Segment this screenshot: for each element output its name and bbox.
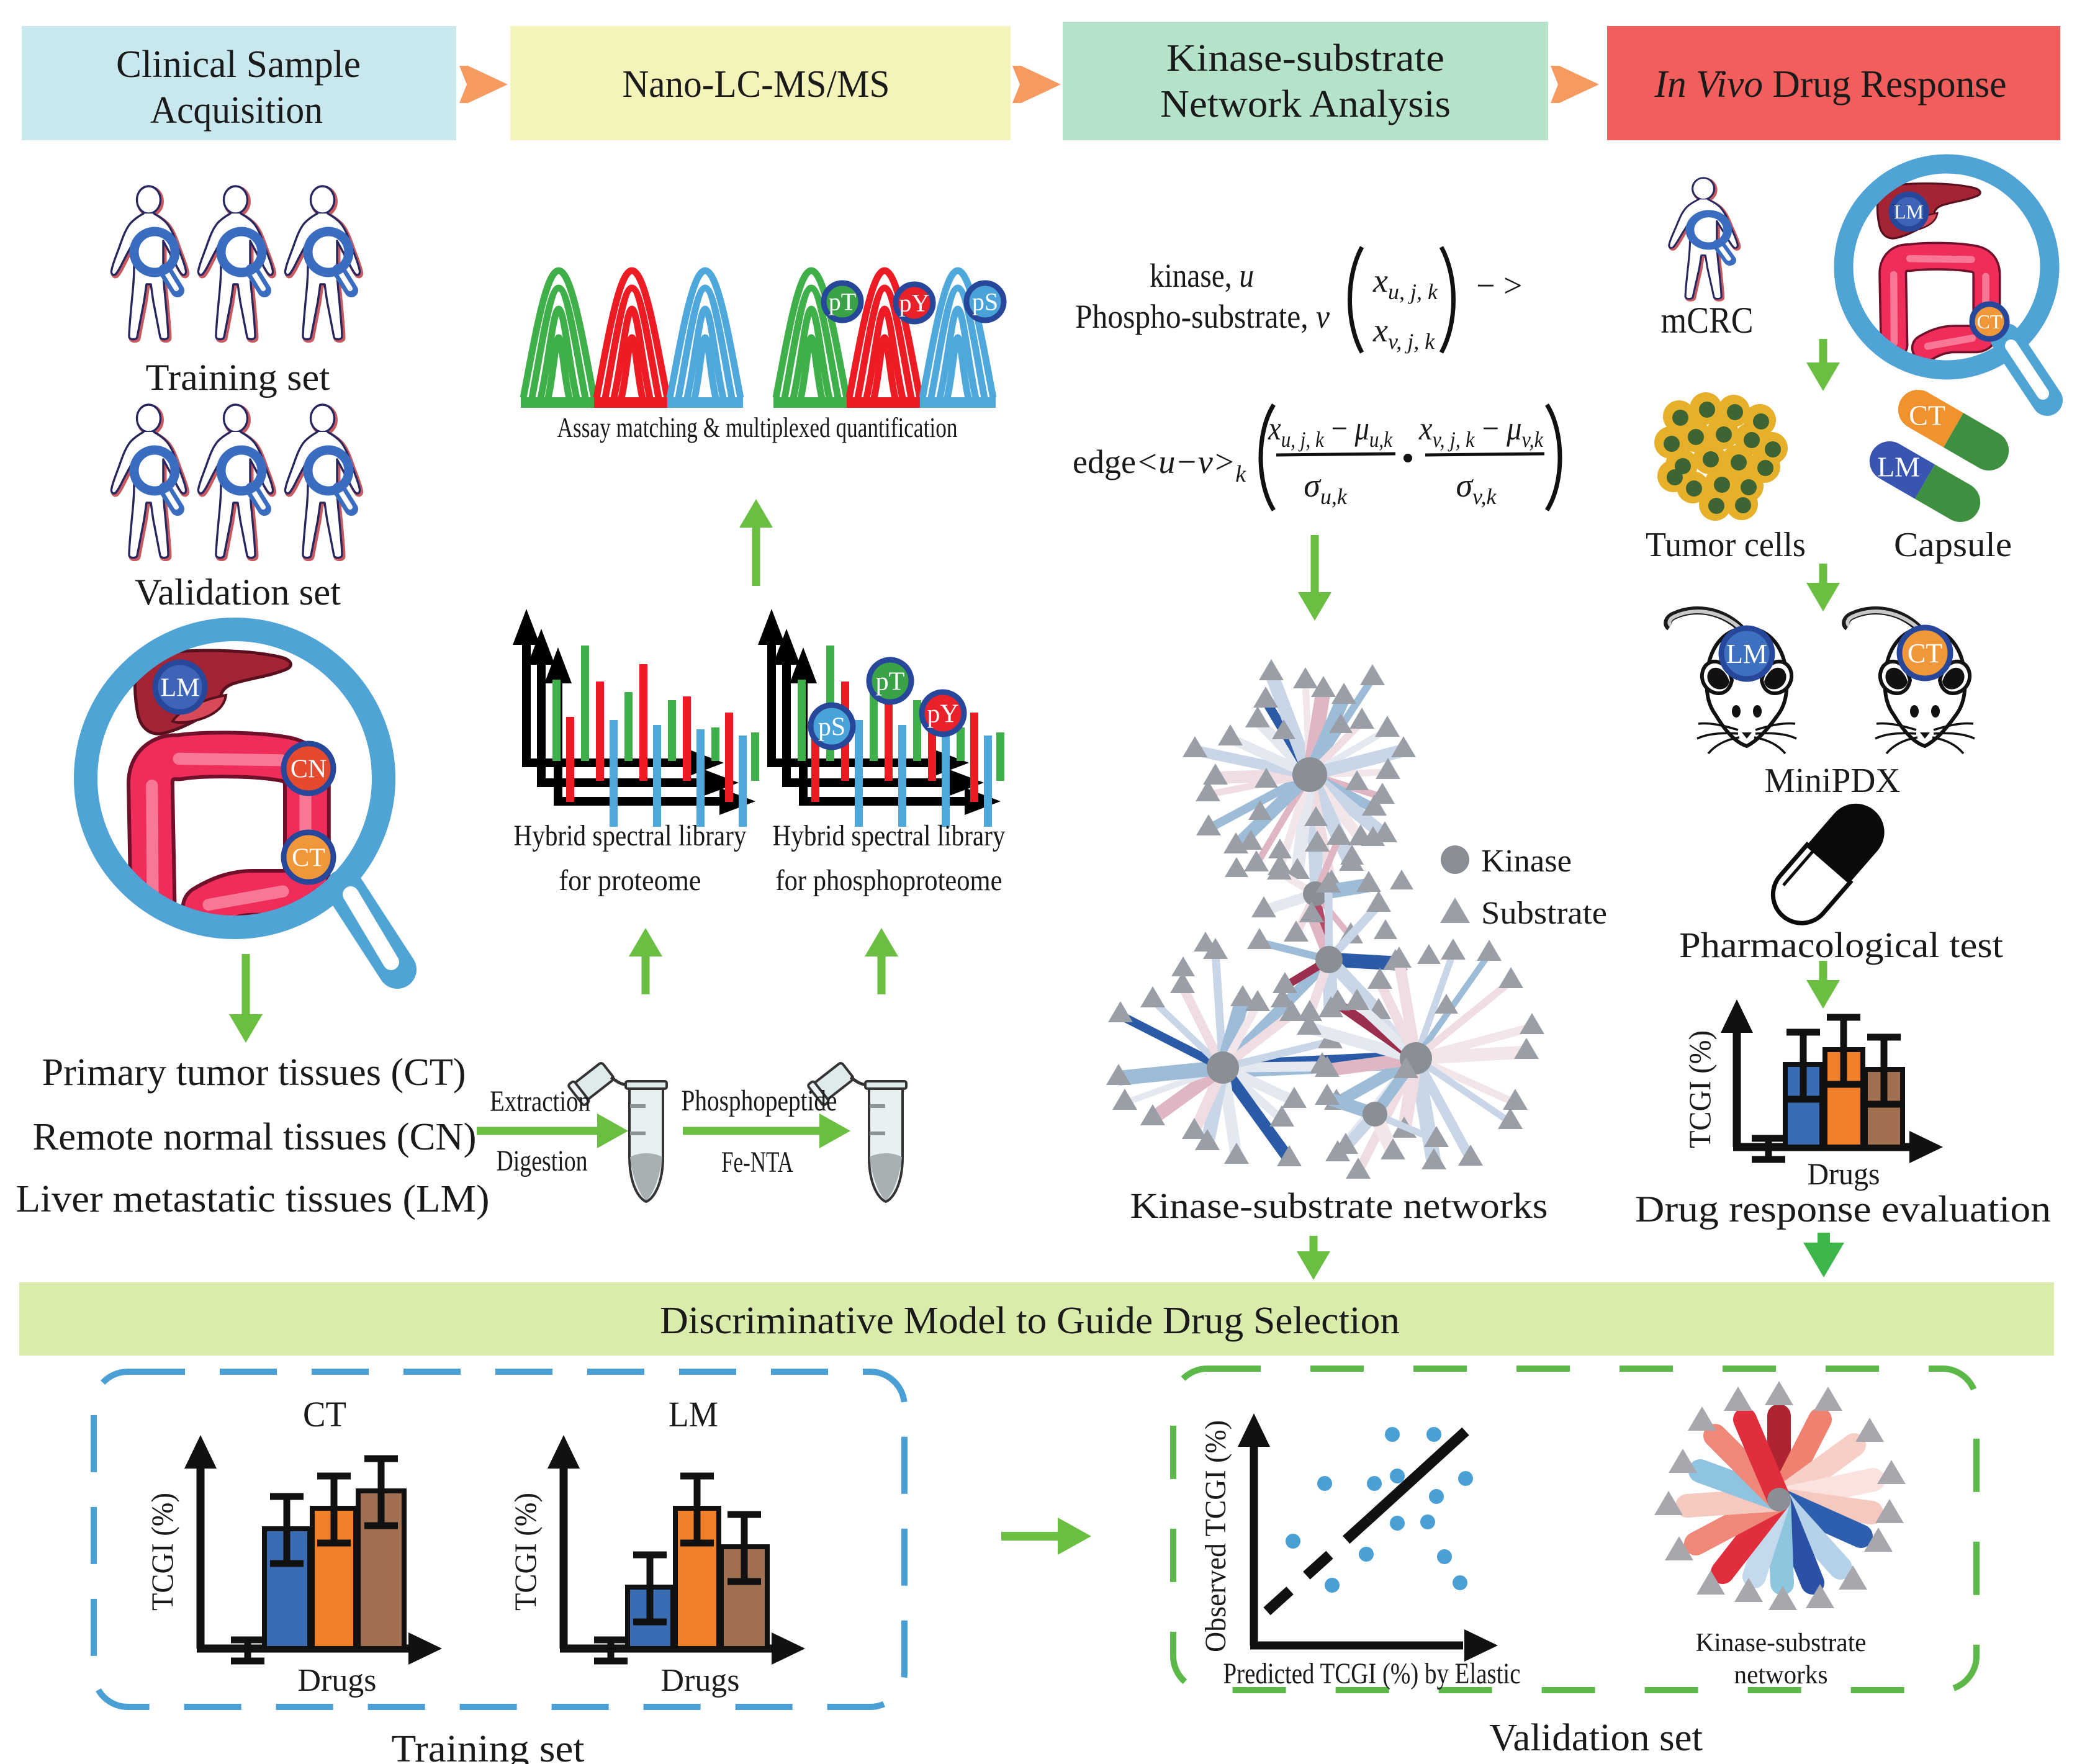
svg-text:Pharmacological test: Pharmacological test (1679, 925, 2003, 965)
svg-text:Assay matching & multiplexed q: Assay matching & multiplexed quantificat… (557, 412, 958, 443)
svg-text:pS: pS (972, 288, 998, 316)
svg-text:for proteome: for proteome (559, 864, 701, 897)
svg-text:xu, j, k − μu,k: xu, j, k − μu,k (1268, 410, 1393, 452)
svg-text:pY: pY (927, 700, 958, 728)
svg-text:Training set: Training set (392, 1728, 585, 1764)
svg-text:xv, j, k − μv,k: xv, j, k − μv,k (1418, 410, 1544, 452)
svg-text:Acquisition: Acquisition (150, 89, 323, 132)
svg-text:Validation set: Validation set (135, 572, 341, 613)
svg-text:Kinase-substrate: Kinase-substrate (1696, 1629, 1867, 1657)
svg-text:Predicted TCGI (%) by Elastic: Predicted TCGI (%) by Elastic (1223, 1657, 1521, 1690)
svg-text:pY: pY (899, 289, 930, 317)
svg-text:Remote normal tissues (CN): Remote normal tissues (CN) (33, 1116, 477, 1158)
svg-text:MiniPDX: MiniPDX (1765, 762, 1901, 800)
svg-text:Drug response evaluation: Drug response evaluation (1635, 1189, 2051, 1230)
svg-text:Drugs: Drugs (661, 1663, 740, 1698)
svg-text:CN: CN (291, 755, 327, 783)
svg-text:LM: LM (161, 673, 200, 702)
svg-text:TCGI (%): TCGI (%) (508, 1493, 543, 1611)
svg-text:Extraction: Extraction (490, 1085, 590, 1118)
svg-text:xv, j, k: xv, j, k (1372, 312, 1435, 354)
svg-text:edge<u−v>k: edge<u−v>k (1073, 443, 1246, 487)
svg-text:Hybrid spectral library: Hybrid spectral library (514, 819, 747, 852)
svg-text:− >: − > (1476, 267, 1522, 304)
svg-text:pS: pS (818, 713, 845, 741)
svg-text:TCGI (%): TCGI (%) (1682, 1030, 1717, 1148)
svg-text:for phosphoproteome: for phosphoproteome (776, 864, 1002, 897)
svg-text:Kinase-substrate: Kinase-substrate (1166, 37, 1444, 79)
svg-text:Observed TCGI (%): Observed TCGI (%) (1199, 1420, 1232, 1652)
svg-text:Kinase-substrate networks: Kinase-substrate networks (1130, 1186, 1548, 1226)
svg-text:mCRC: mCRC (1661, 300, 1754, 341)
svg-text:Primary tumor tissues (CT): Primary tumor tissues (CT) (42, 1051, 466, 1094)
svg-text:Kinase: Kinase (1481, 844, 1572, 879)
svg-text:Clinical Sample: Clinical Sample (116, 43, 361, 86)
svg-text:pT: pT (829, 288, 856, 316)
svg-text:LM: LM (1877, 451, 1920, 483)
svg-text:Drugs: Drugs (1808, 1156, 1880, 1191)
svg-text:CT: CT (292, 844, 325, 872)
svg-text:Tumor cells: Tumor cells (1646, 526, 1806, 564)
svg-text:LM: LM (669, 1394, 718, 1434)
svg-text:Liver metastatic tissues (LM): Liver metastatic tissues (LM) (16, 1178, 490, 1220)
svg-text:Hybrid spectral library: Hybrid spectral library (773, 819, 1006, 852)
svg-text:Nano-LC-MS/MS: Nano-LC-MS/MS (623, 63, 890, 106)
svg-text:Drugs: Drugs (298, 1663, 377, 1698)
svg-text:Capsule: Capsule (1894, 526, 2012, 564)
svg-text:LM: LM (1726, 639, 1767, 669)
svg-text:Validation set: Validation set (1489, 1717, 1703, 1759)
svg-text:Phosphopeptide: Phosphopeptide (682, 1084, 837, 1117)
svg-text:xu, j, k: xu, j, k (1372, 262, 1438, 304)
svg-text:Phospho-substrate, v: Phospho-substrate, v (1075, 298, 1330, 335)
svg-text:CT: CT (303, 1394, 346, 1434)
svg-text:Training set: Training set (146, 357, 330, 398)
svg-text:σv,k: σv,k (1456, 467, 1497, 509)
svg-text:TCGI (%): TCGI (%) (145, 1493, 179, 1611)
svg-text:kinase, u: kinase, u (1150, 257, 1254, 294)
svg-text:In Vivo Drug Response: In Vivo Drug Response (1654, 63, 2007, 106)
svg-text:Substrate: Substrate (1481, 896, 1607, 931)
svg-text:CT: CT (1909, 400, 1945, 431)
svg-text:σu,k: σu,k (1304, 467, 1348, 509)
svg-text:Fe-NTA: Fe-NTA (721, 1146, 793, 1179)
svg-text:CT: CT (1977, 310, 2003, 333)
svg-text:LM: LM (1894, 200, 1924, 223)
svg-text:Discriminative Model to Guide: Discriminative Model to Guide Drug Selec… (660, 1300, 1400, 1342)
svg-text:Network Analysis: Network Analysis (1160, 83, 1451, 125)
svg-text:networks: networks (1734, 1661, 1828, 1690)
svg-text:Digestion: Digestion (497, 1145, 588, 1177)
svg-text:pT: pT (876, 667, 905, 696)
svg-text:CT: CT (1908, 638, 1942, 668)
